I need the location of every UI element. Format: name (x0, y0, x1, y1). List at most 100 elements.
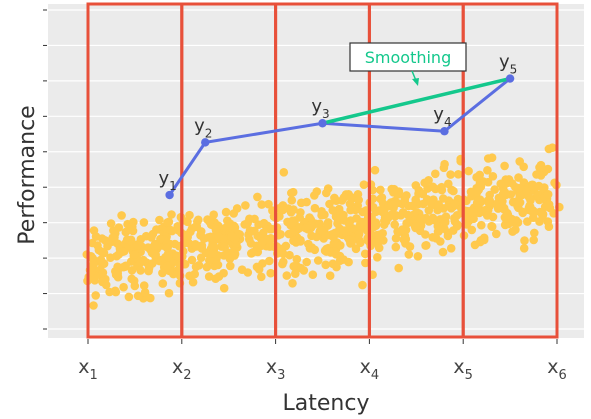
scatter-point (446, 244, 456, 253)
scatter-point (373, 252, 382, 262)
scatter-point (296, 263, 306, 273)
scatter-point (301, 223, 310, 233)
scatter-point (136, 266, 145, 275)
scatter-point (97, 247, 106, 257)
scatter-point (401, 239, 410, 248)
scatter-point (328, 206, 338, 215)
smoothing-box (349, 42, 467, 72)
scatter-point (163, 252, 173, 262)
scatter-point (279, 168, 289, 177)
scatter-point (328, 259, 338, 269)
scatter-point (352, 214, 361, 223)
scatter-point (514, 198, 524, 207)
scatter-point (226, 261, 235, 271)
scatter-point (266, 268, 276, 278)
scatter-point (337, 196, 347, 205)
scatter-point (488, 172, 498, 181)
scatter-point (413, 251, 423, 261)
scatter-point (390, 220, 400, 229)
x-tick-label: x5 (453, 356, 473, 383)
scatter-point (418, 189, 428, 199)
scatter-point (276, 230, 285, 239)
scatter-point (514, 183, 524, 193)
scatter-point (265, 224, 275, 234)
scatter-point (450, 199, 460, 209)
scatter-point (400, 194, 410, 204)
scatter-point (124, 292, 134, 302)
scatter-point (358, 207, 367, 217)
scatter-point (291, 269, 300, 279)
scatter-point (391, 242, 401, 252)
scatter-point (289, 205, 298, 214)
scatter-point (117, 211, 126, 220)
scatter-point (530, 207, 539, 217)
scatter-point (265, 236, 275, 245)
scatter-point (536, 171, 546, 180)
scatter-point (146, 293, 155, 303)
scatter-point (194, 215, 203, 225)
scatter-point (194, 261, 204, 270)
scatter-point (520, 236, 529, 245)
scatter-point (295, 213, 305, 222)
scatter-point (310, 245, 320, 255)
scatter-point (515, 191, 524, 201)
scatter-point (91, 232, 101, 241)
scatter-point (508, 227, 517, 236)
scatter-point (230, 223, 240, 232)
scatter-point (111, 270, 121, 280)
scatter-point (275, 244, 284, 254)
scatter-point (282, 271, 292, 280)
scatter-point (310, 191, 319, 200)
scatter-point (538, 209, 548, 219)
scatter-point (370, 165, 380, 175)
scatter-point (519, 244, 529, 253)
scatter-point (334, 204, 344, 214)
scatter-point (424, 206, 434, 215)
scatter-point (358, 280, 367, 290)
scatter-point (170, 239, 180, 249)
bin-point (165, 190, 174, 200)
scatter-point (289, 262, 299, 271)
scatter-point (156, 234, 165, 244)
scatter-point (436, 237, 445, 246)
scatter-point (164, 217, 174, 227)
scatter-point (204, 233, 213, 242)
scatter-point (151, 250, 160, 259)
scatter-point (500, 188, 510, 197)
scatter-point (467, 225, 477, 235)
scatter-point (164, 288, 174, 298)
scatter-point (404, 250, 414, 259)
scatter-point (535, 217, 544, 226)
scatter-point (133, 291, 143, 301)
scatter-point (439, 163, 449, 173)
scatter-point (360, 249, 370, 259)
scatter-point (500, 161, 509, 171)
scatter-point (368, 202, 378, 212)
scatter-point (472, 173, 481, 182)
scatter-point (313, 256, 323, 265)
x-tick-label: x6 (547, 356, 567, 383)
scatter-point (308, 270, 318, 280)
scatter-point (205, 217, 215, 226)
scatter-point (130, 250, 139, 259)
scatter-point (470, 240, 480, 250)
smoothing-annotation: Smoothing (349, 42, 467, 86)
scatter-point (257, 272, 266, 282)
bin-point (440, 127, 449, 136)
scatter-point (288, 279, 297, 288)
scatter-point (287, 196, 297, 205)
scatter-point (252, 262, 262, 272)
scatter-point (323, 184, 333, 193)
scatter-point (219, 283, 229, 293)
scatter-point (454, 170, 463, 179)
scatter-point (181, 230, 190, 240)
scatter-point (287, 216, 297, 226)
scatter-point (525, 201, 534, 211)
scatter-point (310, 203, 320, 213)
scatter-point (548, 143, 557, 152)
scatter-point (490, 185, 500, 194)
scatter-point (419, 199, 428, 209)
scatter-point (487, 153, 497, 162)
